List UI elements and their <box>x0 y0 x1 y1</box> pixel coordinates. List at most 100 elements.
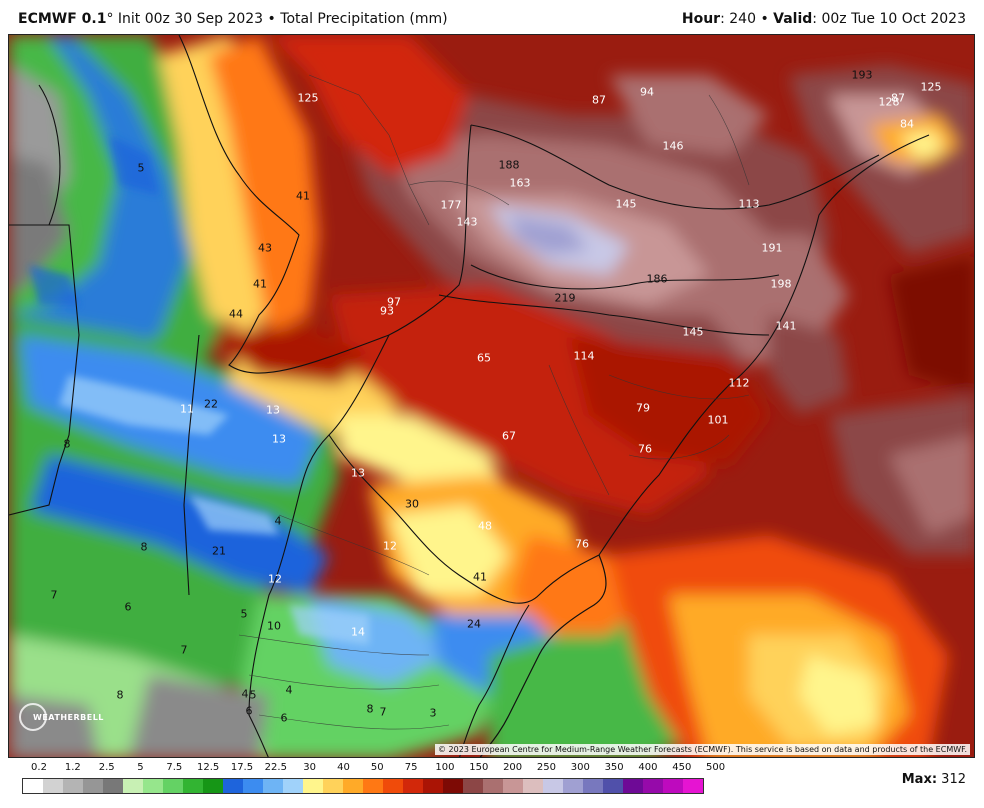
logo-text: WEATHERBELL <box>33 713 104 722</box>
precip-value-label: 44 <box>229 307 243 321</box>
precipitation-field <box>9 35 974 757</box>
precip-value-label: 12 <box>268 572 282 586</box>
legend-swatch <box>503 779 523 793</box>
valid-label: Valid <box>773 11 813 27</box>
legend-tick-label: 300 <box>570 762 590 773</box>
precip-value-label: 22 <box>204 397 218 411</box>
precip-value-label: 112 <box>728 376 750 390</box>
precip-value-label: 12 <box>383 539 397 553</box>
legend-colorbar <box>22 778 704 794</box>
precip-value-label: 7 <box>180 643 188 657</box>
legend-swatch <box>463 779 483 793</box>
degree-symbol: ° <box>106 11 114 27</box>
title-separator: • <box>267 11 276 27</box>
precip-value-label: 5 <box>137 161 145 175</box>
legend-swatch <box>343 779 363 793</box>
precipitation-map[interactable]: 125 87 94 193 128 87 125 84 146 188 163 145 113 177 14… <box>8 34 975 758</box>
legend-tick-label: 30 <box>303 762 316 773</box>
precip-value-label: 198 <box>770 277 792 291</box>
precip-value-label: 13 <box>266 403 280 417</box>
legend-tick-label: 1.2 <box>64 762 81 773</box>
precip-value-label: 8 <box>63 437 71 451</box>
legend-swatch <box>423 779 443 793</box>
precip-value-label: 43 <box>258 241 272 255</box>
precip-value-label: 191 <box>761 241 783 255</box>
precip-value-label: 114 <box>573 349 595 363</box>
precip-value-label: 21 <box>212 544 226 558</box>
legend-swatch <box>483 779 503 793</box>
legend-swatch <box>263 779 283 793</box>
precip-value-label: 65 <box>477 351 491 365</box>
logo-circle-icon <box>19 703 47 731</box>
legend-swatch <box>63 779 83 793</box>
legend-tick-label: 250 <box>536 762 556 773</box>
legend-swatch <box>103 779 123 793</box>
legend-tick-label: 75 <box>404 762 418 773</box>
weatherbell-logo: WEATHERBELL <box>15 701 103 735</box>
legend-swatch <box>83 779 103 793</box>
legend-swatch <box>203 779 223 793</box>
legend-swatch <box>403 779 423 793</box>
legend-swatch <box>363 779 383 793</box>
precip-value-label: 128 <box>878 95 900 109</box>
model-name: ECMWF 0.1 <box>18 11 107 27</box>
precip-value-label: 125 <box>920 80 942 94</box>
init-time: Init 00z 30 Sep 2023 <box>117 11 264 27</box>
legend-tick-label: 12.5 <box>197 762 220 773</box>
legend-tick-label: 2.5 <box>98 762 115 773</box>
legend-tick-label: 150 <box>469 762 489 773</box>
precip-value-label: 143 <box>456 215 478 229</box>
legend-swatch <box>623 779 643 793</box>
legend-swatch <box>443 779 463 793</box>
precip-value-label: 13 <box>272 432 286 446</box>
legend-swatch <box>583 779 603 793</box>
copyright-notice: © 2023 European Centre for Medium-Range … <box>435 744 970 755</box>
precip-value-label: 177 <box>440 198 462 212</box>
precip-value-label: 113 <box>738 197 760 211</box>
precip-value-label: 76 <box>575 537 589 551</box>
product-name: Total Precipitation (mm) <box>280 11 448 27</box>
precip-value-label: 11 <box>180 402 194 416</box>
legend-tick-label: 450 <box>672 762 692 773</box>
precip-value-label: 97 <box>387 295 401 309</box>
precip-value-label: 193 <box>851 68 873 82</box>
precip-value-label: 30 <box>405 497 419 511</box>
legend-tick-label: 40 <box>337 762 350 773</box>
legend-tick-label: 500 <box>706 762 726 773</box>
precip-value-label: 5 <box>249 688 257 702</box>
precip-value-label: 163 <box>509 176 531 190</box>
legend-swatch <box>683 779 703 793</box>
precip-value-label: 3 <box>429 706 437 720</box>
precip-value-label: 41 <box>296 189 310 203</box>
legend-swatch <box>183 779 203 793</box>
precip-value-label: 6 <box>280 711 288 725</box>
precip-value-label: 7 <box>50 588 58 602</box>
precip-value-label: 145 <box>615 197 637 211</box>
legend-tick-label: 100 <box>435 762 455 773</box>
legend-swatch <box>643 779 663 793</box>
legend-swatch <box>383 779 403 793</box>
precip-value-label: 125 <box>297 91 319 105</box>
precip-value-label: 14 <box>351 625 365 639</box>
max-value: 312 <box>941 772 966 787</box>
precip-value-label: 6 <box>124 600 132 614</box>
legend-tick-label: 50 <box>370 762 384 773</box>
legend-swatch <box>663 779 683 793</box>
precip-value-label: 8 <box>366 702 374 716</box>
precip-value-label: 13 <box>351 466 365 480</box>
coastline <box>479 554 607 757</box>
valid-value: 00z Tue 10 Oct 2023 <box>821 11 966 27</box>
legend-tick-label: 5 <box>137 762 144 773</box>
precip-value-label: 145 <box>682 325 704 339</box>
precip-value-label: 141 <box>775 319 797 333</box>
legend-swatch <box>23 779 43 793</box>
valid-separator: • <box>760 11 769 27</box>
precip-value-label: 186 <box>646 272 668 286</box>
legend-swatch <box>543 779 563 793</box>
legend-swatch <box>123 779 143 793</box>
legend-swatch <box>243 779 263 793</box>
map-title: ECMWF 0.1° Init 00z 30 Sep 2023 • Total … <box>18 11 448 27</box>
legend-tick-label: 0.2 <box>31 762 47 773</box>
legend-swatch <box>563 779 583 793</box>
legend-tick-label: 350 <box>604 762 624 773</box>
